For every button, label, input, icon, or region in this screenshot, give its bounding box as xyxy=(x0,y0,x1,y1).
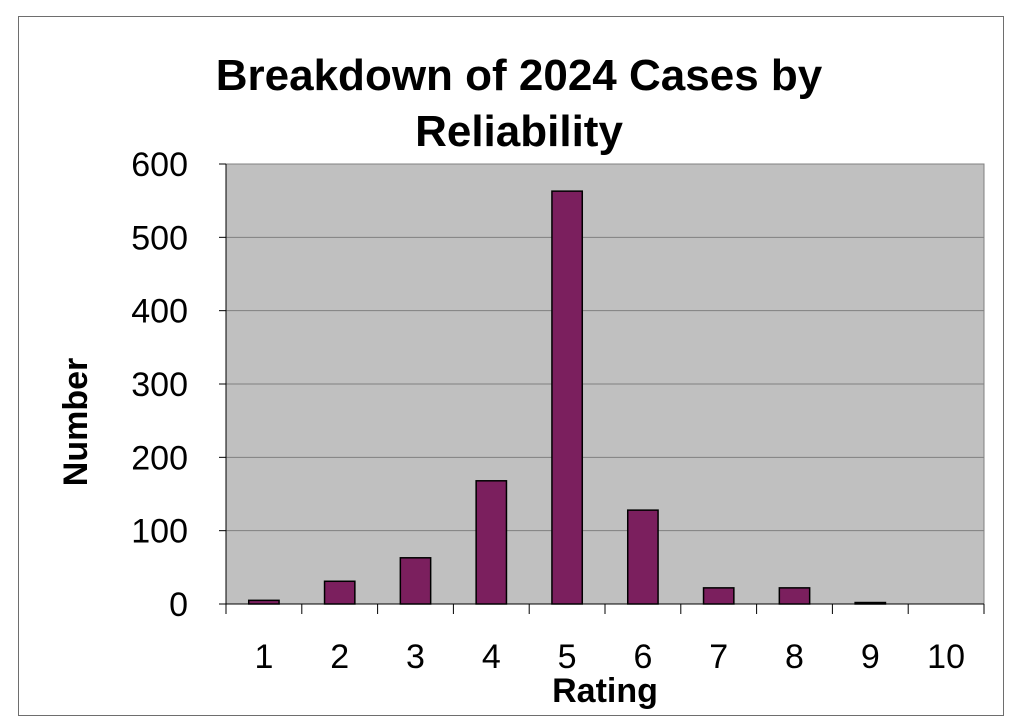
x-tick-label: 10 xyxy=(927,638,965,676)
y-tick-label: 500 xyxy=(131,219,188,257)
y-tick-label: 0 xyxy=(169,586,188,624)
bar-5 xyxy=(551,190,584,605)
x-tick-label: 8 xyxy=(785,638,804,676)
bar-1 xyxy=(247,599,280,605)
bar-8 xyxy=(778,587,811,605)
x-tick-label: 2 xyxy=(330,638,349,676)
bar-6 xyxy=(626,509,659,605)
x-tick-label: 3 xyxy=(406,638,425,676)
y-tick-label: 400 xyxy=(131,293,188,331)
chart-title-line-1: Breakdown of 2024 Cases by xyxy=(216,51,823,100)
chart-title-line-2: Reliability xyxy=(415,107,623,156)
bar-2 xyxy=(323,580,356,605)
y-tick-label: 100 xyxy=(131,513,188,551)
bar-3 xyxy=(399,557,432,605)
x-tick-label: 7 xyxy=(709,638,728,676)
x-axis-title: Rating xyxy=(552,672,658,710)
y-tick-label: 600 xyxy=(131,146,188,184)
plot-area: 0 100 200 300 400 500 600 1 2 3 4 5 6 7 8 9 10 xyxy=(131,146,985,676)
y-axis-title: Number xyxy=(57,358,95,486)
y-tick-label: 300 xyxy=(131,366,188,404)
y-tick-label: 200 xyxy=(131,439,188,477)
bar-4 xyxy=(475,480,508,605)
x-tick-label: 4 xyxy=(482,638,501,676)
bar-9 xyxy=(854,601,887,605)
x-tick-label: 9 xyxy=(861,638,880,676)
x-tick-label: 1 xyxy=(254,638,273,676)
x-tick-label: 6 xyxy=(633,638,652,676)
bar-7 xyxy=(702,587,735,605)
x-tick-label: 5 xyxy=(558,638,577,676)
